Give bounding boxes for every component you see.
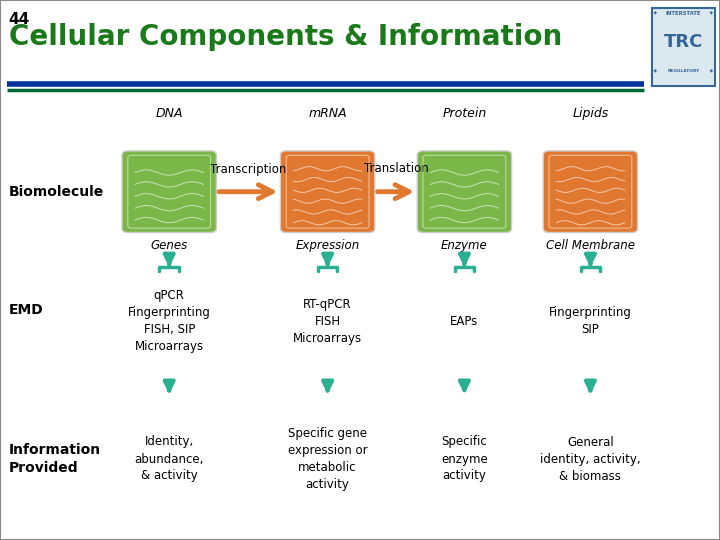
Text: DNA: DNA [156, 107, 183, 120]
Text: Genes: Genes [150, 239, 188, 252]
Text: Specific gene
expression or
metabolic
activity: Specific gene expression or metabolic ac… [288, 427, 367, 491]
Text: ✦: ✦ [709, 11, 714, 16]
FancyBboxPatch shape [652, 8, 715, 86]
Text: Cellular Components & Information: Cellular Components & Information [9, 23, 562, 51]
Text: EAPs: EAPs [450, 315, 479, 328]
Text: ✦: ✦ [709, 69, 714, 74]
Text: Information
Provided: Information Provided [9, 443, 101, 475]
Text: Specific
enzyme
activity: Specific enzyme activity [441, 435, 487, 483]
FancyBboxPatch shape [281, 151, 374, 232]
Text: TRC: TRC [664, 32, 703, 51]
Text: Translation: Translation [364, 163, 428, 176]
Text: INTERSTATE: INTERSTATE [665, 11, 701, 16]
Text: Enzyme: Enzyme [441, 239, 487, 252]
Text: RT-qPCR
FISH
Microarrays: RT-qPCR FISH Microarrays [293, 298, 362, 345]
Text: Identity,
abundance,
& activity: Identity, abundance, & activity [135, 435, 204, 483]
Text: Lipids: Lipids [572, 107, 608, 120]
Text: 44: 44 [9, 12, 30, 27]
Text: mRNA: mRNA [308, 107, 347, 120]
FancyBboxPatch shape [418, 151, 511, 232]
Text: Fingerprinting
SIP: Fingerprinting SIP [549, 306, 632, 336]
Text: Expression: Expression [295, 239, 360, 252]
Text: qPCR
Fingerprinting
FISH, SIP
Microarrays: qPCR Fingerprinting FISH, SIP Microarray… [127, 289, 211, 353]
FancyBboxPatch shape [122, 151, 216, 232]
Text: Cell Membrane: Cell Membrane [546, 239, 635, 252]
Text: REGULATORY: REGULATORY [667, 69, 699, 73]
Text: EMD: EMD [9, 303, 43, 318]
Text: Biomolecule: Biomolecule [9, 185, 104, 199]
Text: ✦: ✦ [653, 69, 657, 74]
Text: Transcription: Transcription [210, 163, 287, 176]
Text: Protein: Protein [442, 107, 487, 120]
Text: ✦: ✦ [653, 11, 657, 16]
Text: General
identity, activity,
& biomass: General identity, activity, & biomass [540, 435, 641, 483]
FancyBboxPatch shape [544, 151, 638, 232]
